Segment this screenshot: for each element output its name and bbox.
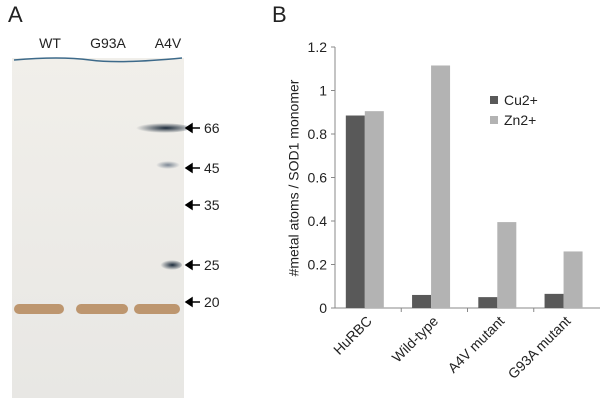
arrow [184, 162, 200, 174]
bar [364, 111, 384, 308]
marker-label: 25 [204, 257, 220, 273]
marker-label: 20 [204, 294, 220, 310]
marker-label: 45 [204, 160, 220, 176]
x-tick-label: HuRBC [330, 313, 375, 358]
band [76, 304, 128, 314]
y-tick-label: 0 [319, 300, 327, 316]
marker-label: 35 [204, 197, 220, 213]
bar [431, 65, 451, 308]
y-tick-label: 0.4 [308, 213, 328, 229]
bar [345, 115, 365, 308]
band [156, 161, 180, 169]
arrow [184, 199, 200, 211]
y-tick-label: 0.8 [308, 126, 328, 142]
legend-swatch [490, 96, 498, 104]
y-tick-label: 0.2 [308, 257, 328, 273]
y-tick-label: 1.2 [308, 39, 328, 55]
legend-swatch [490, 116, 498, 124]
band [134, 304, 180, 314]
bar [544, 293, 564, 308]
bar [412, 294, 432, 308]
panel-label: B [272, 2, 287, 27]
arrow [184, 122, 200, 134]
bar [563, 251, 583, 308]
band [130, 123, 190, 133]
legend-label: Zn2+ [504, 112, 536, 128]
legend-label: Cu2+ [504, 92, 538, 108]
arrow [184, 296, 200, 308]
y-tick-label: 0.6 [308, 170, 328, 186]
band [14, 304, 64, 314]
bar [478, 297, 498, 308]
gel [12, 58, 184, 398]
lane-label: G93A [90, 35, 126, 51]
y-axis-label: #metal atoms / SOD1 monomer [286, 79, 302, 276]
y-tick-label: 1 [319, 83, 327, 99]
lane-label: A4V [155, 35, 182, 51]
panel-label: A [8, 2, 23, 27]
band [158, 260, 182, 270]
x-tick-label: G93A mutant [505, 313, 574, 382]
bar [497, 222, 517, 308]
arrow [184, 259, 200, 271]
x-tick-label: Wild-type [389, 313, 442, 366]
x-tick-label: A4V mutant [444, 313, 507, 376]
lane-label: WT [39, 35, 61, 51]
marker-label: 66 [204, 120, 220, 136]
gel-edge [13, 57, 183, 63]
